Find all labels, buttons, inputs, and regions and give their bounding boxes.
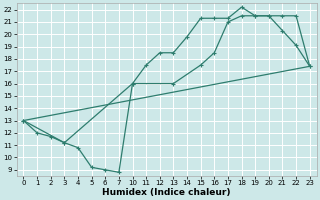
X-axis label: Humidex (Indice chaleur): Humidex (Indice chaleur)	[102, 188, 231, 197]
